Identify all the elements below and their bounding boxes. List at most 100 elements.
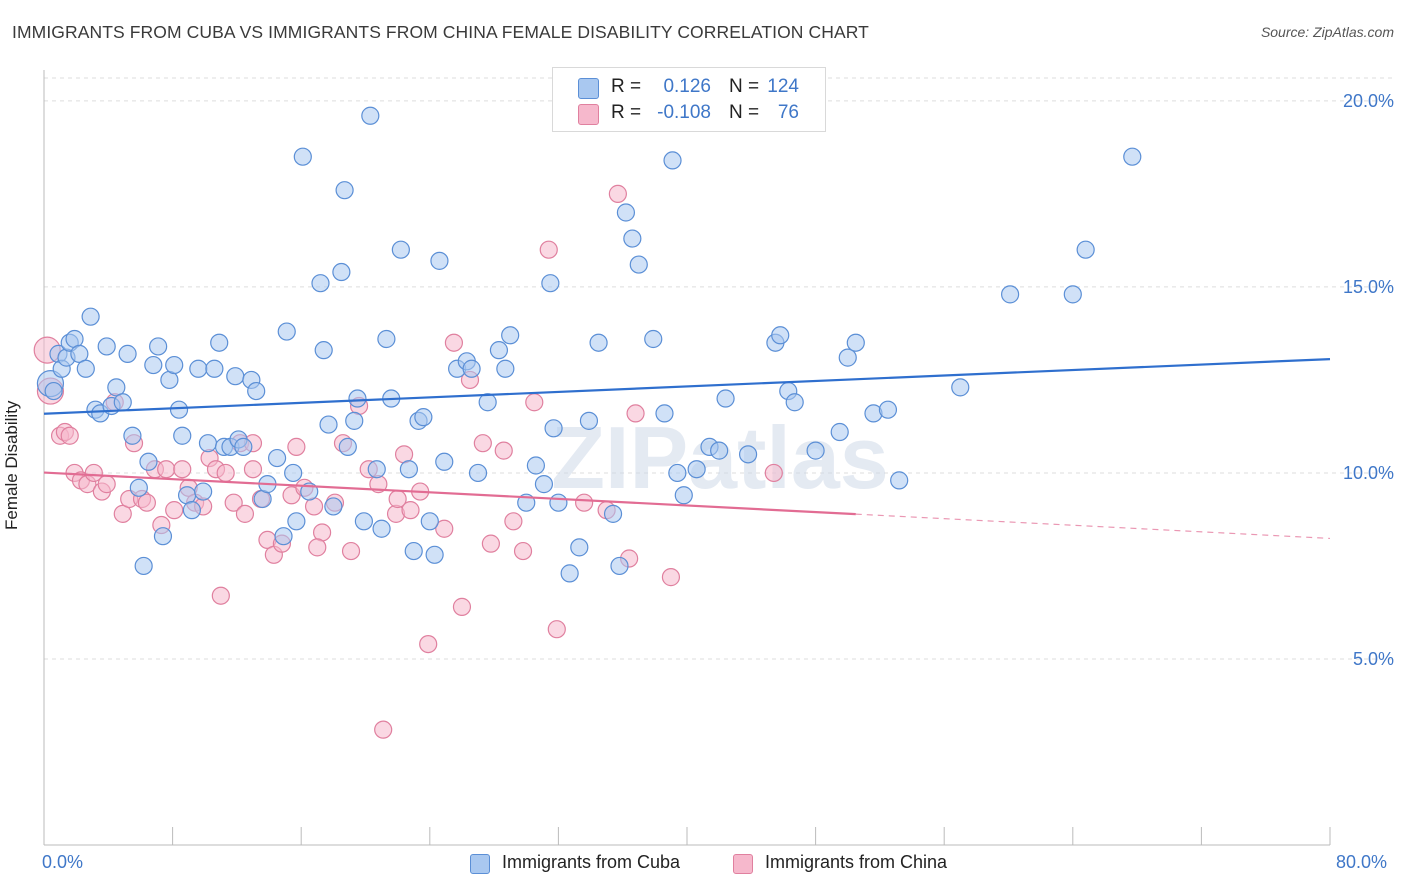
china-point [388, 489, 407, 509]
cuba-point [629, 255, 648, 274]
cuba-point [399, 460, 419, 479]
cuba-point [838, 348, 857, 367]
cuba-r-label: R = [611, 76, 642, 97]
china-point [513, 541, 533, 561]
cuba-point [205, 359, 224, 378]
cuba-point [435, 452, 454, 471]
china-point [287, 437, 306, 456]
cuba-point [846, 333, 865, 352]
china-point [341, 541, 361, 561]
cuba-point [153, 527, 173, 546]
cuba-point [44, 381, 63, 401]
y-tick-label: 15.0% [1342, 276, 1394, 297]
china-point [84, 463, 103, 483]
cuba-point [549, 493, 568, 512]
cuba-point [182, 501, 201, 520]
china-point [97, 475, 116, 494]
cuba-r-value: 0.126 [663, 76, 711, 97]
china-point [173, 460, 192, 479]
cuba-point [1001, 285, 1020, 304]
cuba-point [348, 389, 367, 408]
china-point [224, 493, 243, 512]
x-tick-label-min: 0.0% [42, 852, 84, 872]
china-point [374, 720, 393, 739]
china-point [211, 586, 230, 605]
cuba-point [169, 400, 189, 419]
source-label: Source: ZipAtlas.com [1260, 24, 1394, 40]
cuba-point [123, 426, 142, 445]
cuba-point [478, 393, 497, 412]
cuba-point [668, 463, 687, 483]
cuba-point [951, 378, 970, 397]
china-n-label: N = [729, 102, 760, 123]
cuba-point [338, 437, 357, 456]
china-legend-icon [733, 854, 753, 874]
cuba-point [97, 337, 116, 356]
cuba-n-value: 124 [767, 76, 799, 97]
cuba-point [644, 329, 663, 349]
cuba-point [570, 538, 589, 557]
x-tick-label-max: 80.0% [1336, 852, 1388, 872]
cuba-point [420, 512, 439, 531]
legend-item-cuba[interactable]: Immigrants from Cuba [470, 851, 710, 877]
legend-item-china[interactable]: Immigrants from China [733, 851, 983, 877]
cuba-point [878, 400, 898, 419]
cuba-point [194, 482, 213, 501]
china-point [401, 501, 420, 520]
cuba-point [616, 203, 636, 222]
china-point [481, 534, 500, 553]
china-point [504, 512, 523, 531]
cuba-point [425, 545, 444, 564]
cuba-point [165, 355, 184, 375]
trend-lines [43, 357, 1331, 540]
cuba-point [173, 426, 192, 445]
china-point [452, 597, 472, 616]
cuba-point [1063, 285, 1082, 304]
china-point [547, 620, 566, 639]
cuba-point [284, 463, 303, 483]
cuba-point [287, 512, 306, 531]
china-point [165, 501, 184, 520]
cuba-point [274, 527, 293, 546]
cuba-point [496, 359, 515, 378]
cuba-point [603, 504, 623, 523]
cuba-point [76, 359, 95, 378]
china-r-label: R = [611, 102, 642, 123]
china-point [473, 434, 492, 453]
cuba-point [149, 337, 168, 356]
cuba-point [129, 478, 148, 497]
china-point [419, 634, 438, 654]
cuba-point [610, 556, 629, 576]
grid [44, 77, 1392, 660]
cuba-point [468, 463, 488, 483]
cuba-point [372, 519, 391, 538]
cuba-point [806, 441, 825, 460]
series-cuba-points [36, 106, 1142, 583]
cuba-point [234, 437, 253, 456]
cuba-point [716, 389, 735, 408]
cuba-point [404, 541, 423, 561]
china-point [608, 184, 627, 203]
cuba-point [134, 556, 153, 576]
cuba-point [534, 475, 554, 494]
cuba-point [1076, 240, 1095, 259]
cuba-point [324, 497, 343, 516]
cuba-point [687, 460, 706, 479]
y-tick-label: 10.0% [1342, 462, 1394, 483]
china-point [494, 441, 513, 460]
cuba-point [771, 326, 790, 345]
china-point [539, 240, 558, 259]
cuba-point [377, 329, 396, 349]
cuba-point [391, 240, 410, 259]
cuba-point [579, 411, 599, 430]
cuba-point [663, 151, 682, 170]
cuba-point [319, 415, 338, 434]
china-point [435, 519, 454, 538]
china-point [626, 404, 645, 423]
china-point [137, 493, 156, 512]
china-point [575, 493, 594, 512]
china-trend-extension [855, 513, 1331, 540]
cuba-point [210, 333, 229, 352]
cuba-point [830, 422, 849, 442]
